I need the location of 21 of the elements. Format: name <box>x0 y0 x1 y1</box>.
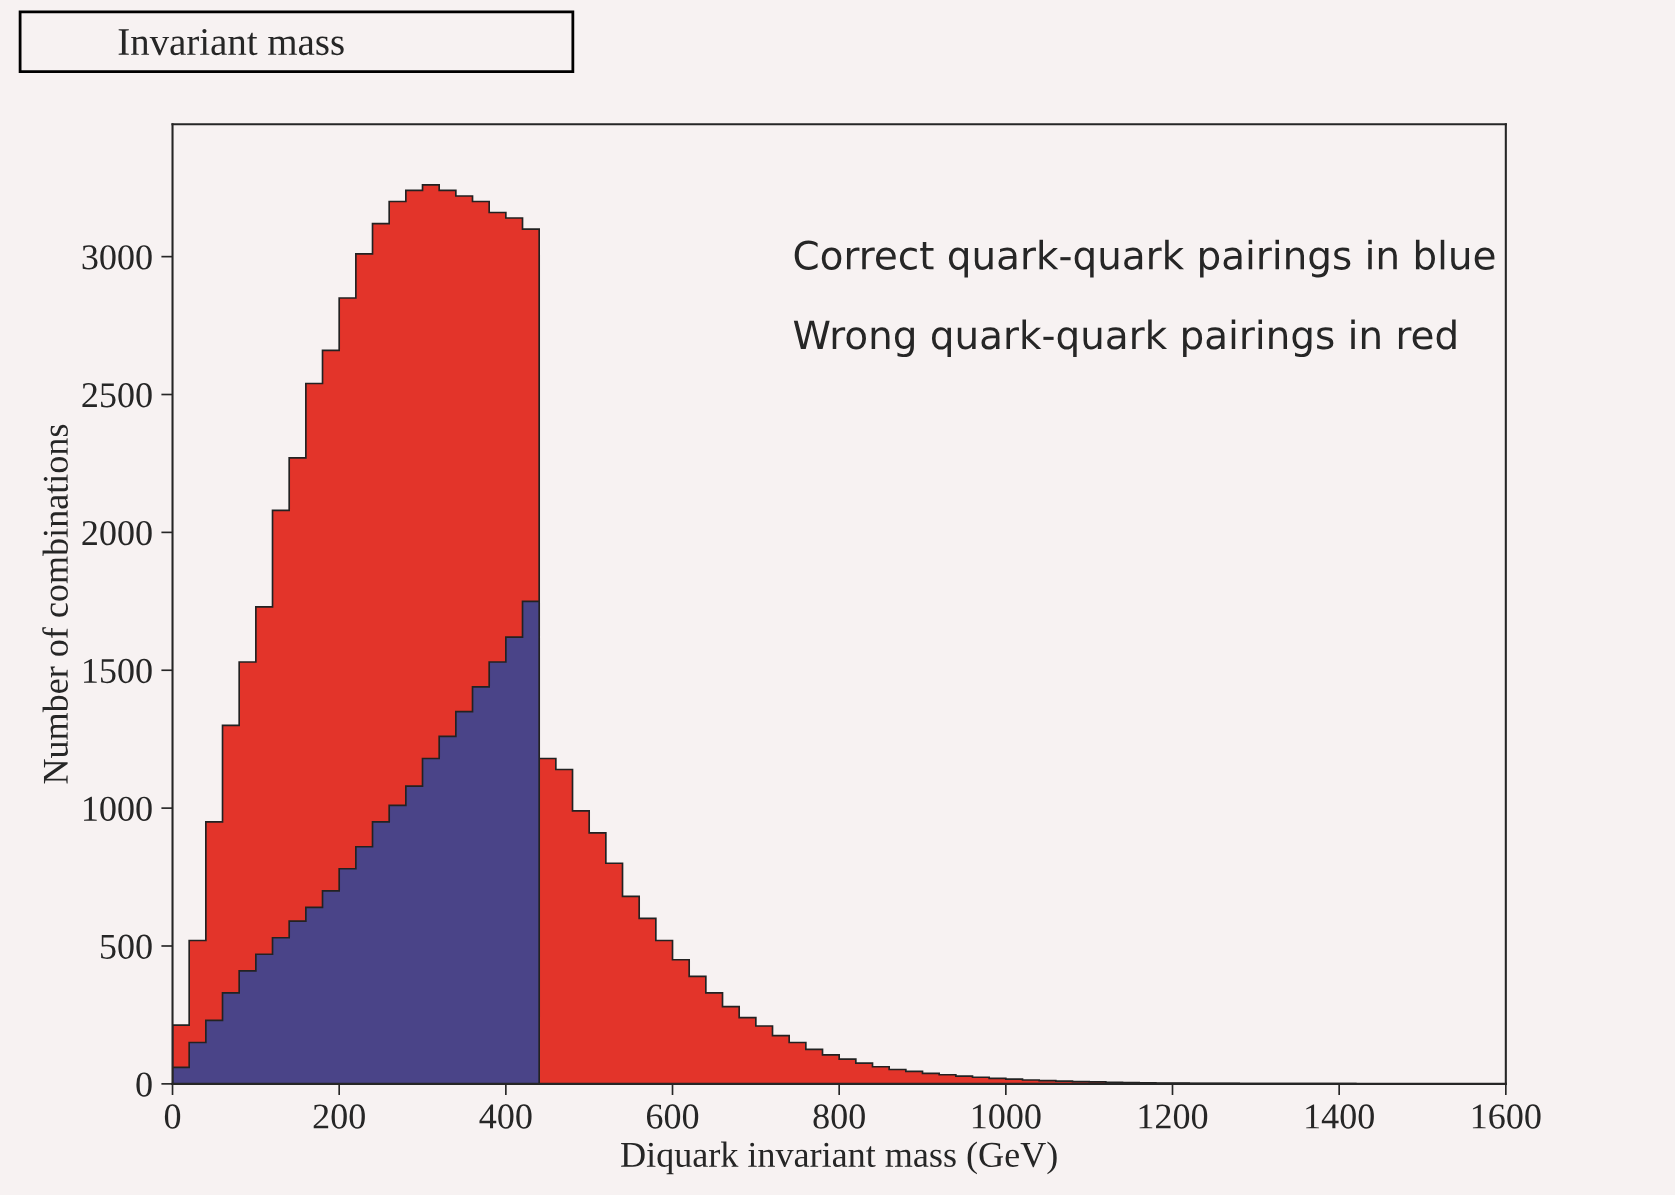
y-tick-label: 1000 <box>84 796 152 822</box>
y-tick-label: 1500 <box>84 658 152 684</box>
y-tick-label: 500 <box>101 934 152 959</box>
x-tick-label: 1600 <box>1472 1104 1541 1129</box>
x-axis-title: Diquark invariant mass (GeV) <box>621 1141 1057 1175</box>
x-tick-label: 1200 <box>1139 1104 1208 1129</box>
y-tick-label: 0 <box>136 1072 152 1097</box>
annotation: Correct quark-quark pairings in blue <box>794 239 1495 278</box>
chart-title: Invariant mass <box>118 29 344 56</box>
x-tick-label: 1400 <box>1306 1104 1374 1129</box>
x-tick-label: 0 <box>164 1104 181 1129</box>
x-tick-label: 600 <box>646 1104 699 1129</box>
y-tick-label: 3000 <box>82 245 152 270</box>
x-tick-label: 200 <box>313 1104 365 1129</box>
y-tick-label: 2500 <box>82 383 152 408</box>
x-tick-label: 400 <box>479 1104 532 1129</box>
annotation: Wrong quark-quark pairings in red <box>793 319 1456 358</box>
x-tick-label: 800 <box>813 1104 865 1129</box>
y-tick-label: 2000 <box>82 520 152 546</box>
x-tick-label: 1000 <box>972 1104 1041 1129</box>
y-axis-title: Number of combinations <box>42 424 68 784</box>
